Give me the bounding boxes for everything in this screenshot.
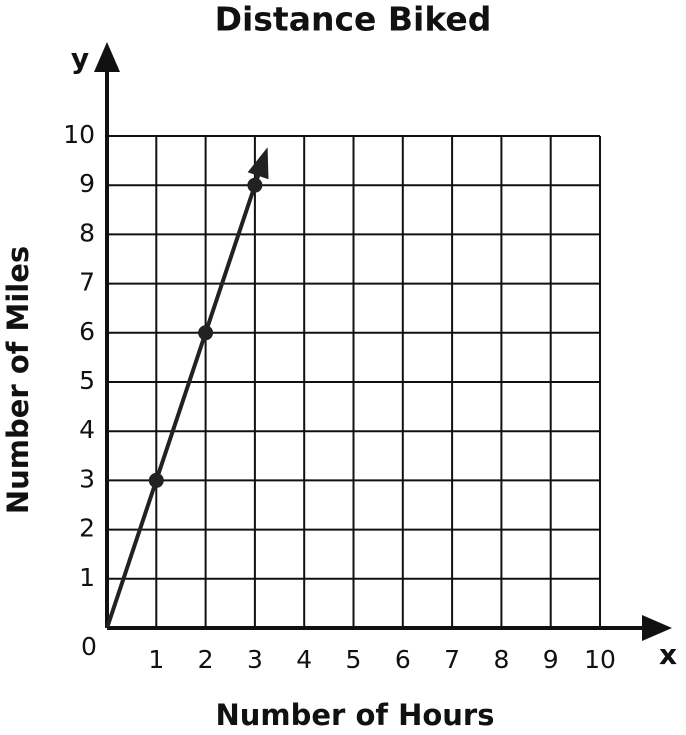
y-tick-label: 3 (79, 464, 95, 493)
x-axis-label: Number of Hours (216, 698, 495, 732)
x-tick-label: 5 (346, 645, 362, 674)
chart-title: Distance Biked (215, 0, 492, 39)
data-point (198, 325, 214, 341)
y-axis-arrow (94, 42, 120, 72)
y-tick-label: 7 (79, 268, 95, 297)
y-axis-label: Number of Miles (1, 246, 35, 514)
data-point (247, 177, 263, 193)
x-tick-label: 2 (198, 645, 214, 674)
y-tick-label: 10 (63, 120, 95, 149)
x-axis-arrow (642, 615, 672, 641)
x-tick-label: 6 (395, 645, 411, 674)
x-tick-label: 7 (444, 645, 460, 674)
x-tick-label: 10 (584, 645, 616, 674)
y-tick-label: 9 (79, 169, 95, 198)
x-tick-label: 1 (148, 645, 164, 674)
y-tick-label: 2 (79, 514, 95, 543)
x-tick-label: 0 (81, 632, 97, 661)
x-axis-name: x (659, 638, 677, 671)
y-tick-label: 1 (79, 563, 95, 592)
y-axis-name: y (71, 42, 89, 75)
x-tick-label: 4 (296, 645, 312, 674)
y-tick-label: 4 (79, 415, 95, 444)
x-tick-label: 9 (543, 645, 559, 674)
x-tick-label: 8 (493, 645, 509, 674)
y-tick-label: 5 (79, 366, 95, 395)
line-arrow (247, 147, 269, 180)
y-tick-label: 6 (79, 317, 95, 346)
y-tick-label: 8 (79, 218, 95, 247)
data-point (148, 472, 164, 488)
data-line (105, 184, 257, 629)
x-tick-label: 3 (247, 645, 263, 674)
